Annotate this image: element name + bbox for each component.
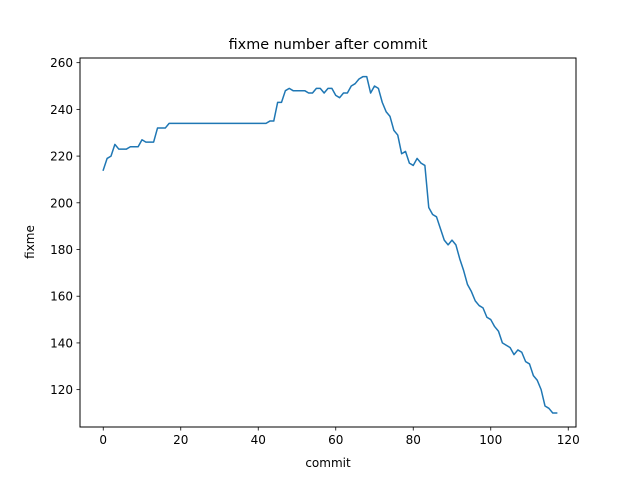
y-tick-label: 200 xyxy=(50,196,73,210)
x-tick-label: 20 xyxy=(173,433,188,447)
y-tick-label: 160 xyxy=(50,290,73,304)
chart-title: fixme number after commit xyxy=(229,37,428,53)
series-line xyxy=(102,75,558,414)
y-tick-label: 220 xyxy=(50,150,73,164)
y-tick-label: 180 xyxy=(50,243,73,257)
x-tick-label: 0 xyxy=(99,433,107,447)
y-tick-label: 140 xyxy=(50,336,73,350)
axis-ticks: 0 20 40 60 80 100 120 120 140 160 180 200 220 240 260 xyxy=(50,56,580,447)
y-tick-label: 240 xyxy=(50,103,73,117)
plot-frame xyxy=(79,57,577,428)
x-tick-label: 80 xyxy=(406,433,421,447)
x-tick-label: 100 xyxy=(479,433,502,447)
x-tick-label: 120 xyxy=(557,433,580,447)
y-tick-label: 260 xyxy=(50,56,73,70)
x-tick-label: 40 xyxy=(251,433,266,447)
y-axis-label: fixme xyxy=(23,225,37,259)
x-tick-label: 60 xyxy=(328,433,343,447)
x-axis-label: commit xyxy=(305,456,351,470)
y-tick-label: 120 xyxy=(50,383,73,397)
